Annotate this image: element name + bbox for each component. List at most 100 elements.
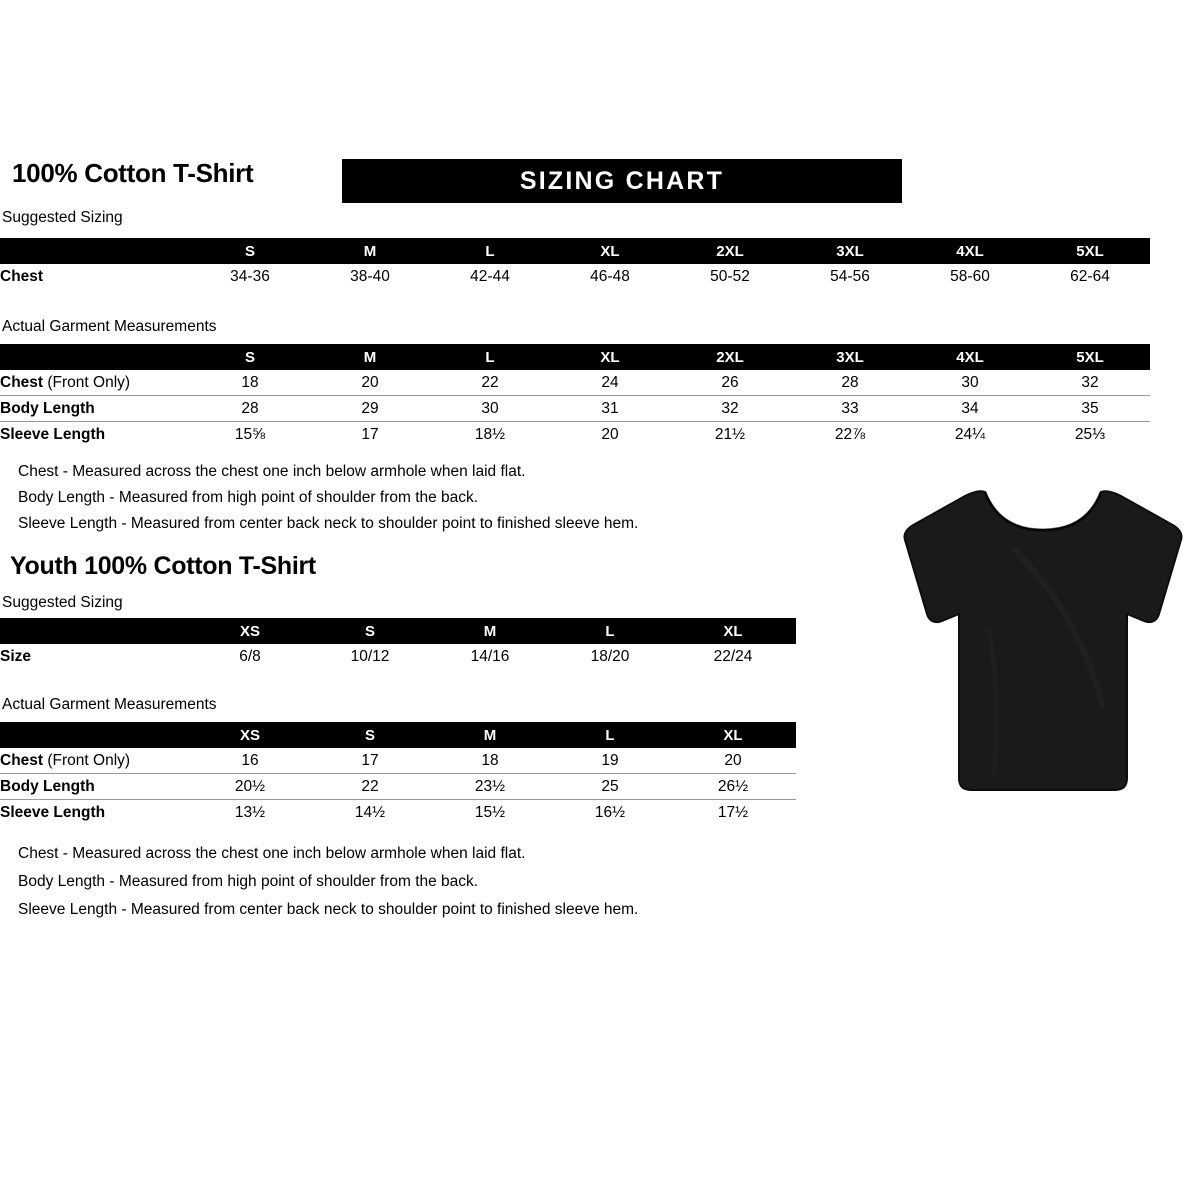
tshirt-icon — [903, 490, 1183, 791]
adult-garment-caption: Actual Garment Measurements — [2, 318, 217, 335]
column-header-5xl: 5XL — [1030, 238, 1150, 264]
measurement-value: 32 — [670, 395, 790, 422]
measurement-value: 23½ — [430, 773, 550, 800]
table-header-corner — [0, 618, 190, 644]
measurement-value: 24 — [550, 370, 670, 396]
column-header-s: S — [310, 722, 430, 748]
measurement-value: 18½ — [474, 425, 506, 443]
measurement-value: 14½ — [354, 803, 386, 821]
table-row: Chest (Front Only) 16 17 18 19 20 — [0, 748, 796, 774]
column-header-xl: XL — [670, 618, 796, 644]
table-header-corner — [0, 722, 190, 748]
measurement-note: Sleeve Length - Measured from center bac… — [18, 901, 639, 918]
measurement-value: 50-52 — [710, 267, 750, 285]
table-row: Body Length 28 29 30 31 32 33 34 35 — [0, 395, 1150, 422]
measurement-note: Chest - Measured across the chest one in… — [18, 463, 526, 480]
measurement-value: 15½ — [474, 803, 506, 821]
tshirt-illustration — [893, 478, 1193, 803]
measurement-note: Sleeve Length - Measured from center bac… — [18, 515, 639, 532]
youth-garment-caption: Actual Garment Measurements — [2, 696, 217, 713]
measurement-value: 34-36 — [230, 267, 270, 285]
row-label: Body Length — [0, 773, 190, 800]
youth-suggested-sizing-table: XS S M L XL Size 6/8 10/12 14/16 18/20 22/24 — [0, 618, 796, 669]
youth-garment-measurements-table: XS S M L XL Chest (Front Only) 16 17 18 19 20 Body … — [0, 722, 796, 825]
youth-suggested-caption: Suggested Sizing — [2, 594, 123, 611]
row-label: Sleeve Length — [0, 803, 106, 821]
table-header-row: XS S M L XL — [0, 618, 796, 644]
measurement-value: 34 — [910, 395, 1030, 422]
column-header-xs: XS — [190, 618, 310, 644]
column-header-l: L — [430, 344, 550, 370]
row-label: Chest (Front Only) — [0, 370, 190, 396]
measurement-value: 16 — [190, 748, 310, 774]
measurement-note: Body Length - Measured from high point o… — [18, 489, 479, 506]
adult-garment-measurements-table: S M L XL 2XL 3XL 4XL 5XL Chest (Front Only) 18 20 2… — [0, 344, 1150, 447]
measurement-value: 24¼ — [954, 425, 986, 443]
row-label: Sleeve Length — [0, 425, 106, 443]
measurement-value: 20 — [670, 748, 796, 774]
measurement-value: 46-48 — [590, 267, 630, 285]
measurement-value: 17½ — [717, 803, 749, 821]
adult-suggested-caption: Suggested Sizing — [2, 209, 123, 226]
measurement-value: 20½ — [190, 773, 310, 800]
measurement-value: 18 — [190, 370, 310, 396]
column-header-m: M — [430, 722, 550, 748]
measurement-value: 30 — [430, 395, 550, 422]
column-header-xl: XL — [670, 722, 796, 748]
table-header-corner — [0, 238, 190, 264]
table-header-corner — [0, 344, 190, 370]
column-header-xl: XL — [550, 238, 670, 264]
measurement-value: 62-64 — [1070, 267, 1110, 285]
youth-section-title: Youth 100% Cotton T-Shirt — [10, 552, 316, 580]
measurement-value: 19 — [550, 748, 670, 774]
column-header-2xl: 2XL — [670, 238, 790, 264]
column-header-s: S — [190, 344, 310, 370]
column-header-s: S — [310, 618, 430, 644]
measurement-value: 13½ — [234, 803, 266, 821]
measurement-value: 18/20 — [590, 647, 630, 665]
measurement-value: 58-60 — [950, 267, 990, 285]
measurement-value: 33 — [790, 395, 910, 422]
column-header-l: L — [550, 722, 670, 748]
measurement-value: 26 — [670, 370, 790, 396]
measurement-value: 15⅝ — [234, 425, 266, 443]
page-title: 100% Cotton T-Shirt — [12, 158, 254, 188]
column-header-l: L — [430, 238, 550, 264]
row-label: Chest — [0, 267, 44, 285]
measurement-note: Body Length - Measured from high point o… — [18, 873, 479, 890]
table-header-row: S M L XL 2XL 3XL 4XL 5XL — [0, 238, 1150, 264]
measurement-value: 6/8 — [239, 647, 261, 665]
measurement-value: 30 — [910, 370, 1030, 396]
table-row: Body Length 20½ 22 23½ 25 26½ — [0, 773, 796, 800]
row-label: Chest (Front Only) — [0, 748, 190, 774]
measurement-value: 17 — [361, 425, 379, 443]
measurement-value: 22 — [430, 370, 550, 396]
measurement-value: 14/16 — [470, 647, 510, 665]
measurement-value: 17 — [310, 748, 430, 774]
column-header-4xl: 4XL — [910, 238, 1030, 264]
column-header-m: M — [310, 238, 430, 264]
column-header-m: M — [430, 618, 550, 644]
table-row: Sleeve Length 15⅝ 17 18½ 20 21½ 22⅞ 24¼ 25⅓ — [0, 422, 1150, 448]
measurement-value: 31 — [550, 395, 670, 422]
measurement-value: 29 — [310, 395, 430, 422]
sizing-chart-banner: SIZING CHART — [342, 159, 902, 203]
column-header-5xl: 5XL — [1030, 344, 1150, 370]
row-label: Size — [0, 647, 32, 665]
table-row: Sleeve Length 13½ 14½ 15½ 16½ 17½ — [0, 800, 796, 826]
measurement-value: 28 — [790, 370, 910, 396]
measurement-value: 18 — [430, 748, 550, 774]
column-header-2xl: 2XL — [670, 344, 790, 370]
banner-title: SIZING CHART — [519, 167, 725, 195]
measurement-value: 42-44 — [470, 267, 510, 285]
column-header-s: S — [190, 238, 310, 264]
table-header-row: XS S M L XL — [0, 722, 796, 748]
measurement-value: 16½ — [594, 803, 626, 821]
measurement-value: 20 — [310, 370, 430, 396]
measurement-value: 25 — [550, 773, 670, 800]
column-header-xs: XS — [190, 722, 310, 748]
measurement-note: Chest - Measured across the chest one in… — [18, 845, 526, 862]
measurement-value: 22⅞ — [834, 425, 866, 443]
header: 100% Cotton T-Shirt SIZING CHART — [0, 158, 1200, 204]
